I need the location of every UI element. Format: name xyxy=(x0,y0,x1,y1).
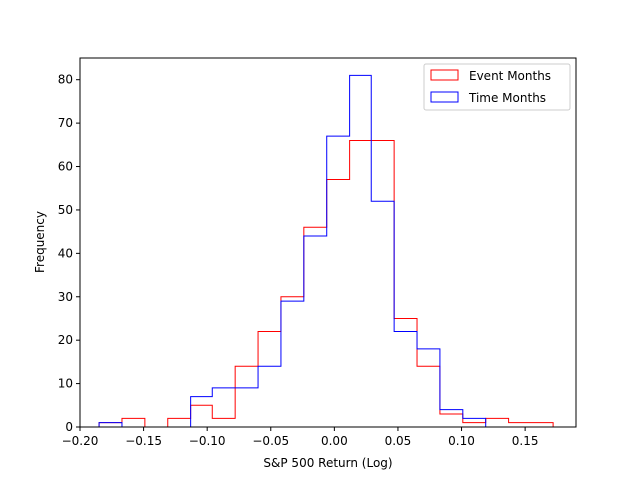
legend-label-event-months: Event Months xyxy=(469,69,551,83)
y-tick-label: 20 xyxy=(58,333,73,347)
histogram-bin xyxy=(122,418,145,427)
y-tick-label: 50 xyxy=(58,203,73,217)
histogram-bin xyxy=(304,236,327,427)
histogram-bin xyxy=(191,397,213,427)
histogram-bin xyxy=(168,418,191,427)
series-event-months xyxy=(98,139,554,428)
plot-frame xyxy=(79,57,577,428)
histogram-bin xyxy=(350,75,372,427)
histogram-bin xyxy=(509,423,531,427)
histogram-bin xyxy=(417,349,440,427)
y-axis: 0 10 20 30 40 50 60 70 80 xyxy=(58,73,80,434)
y-tick-label: 0 xyxy=(65,420,73,434)
x-tick-label: −0.15 xyxy=(125,434,162,448)
legend: Event Months Time Months xyxy=(423,63,571,111)
histogram-bin xyxy=(258,366,281,427)
series-time-months xyxy=(98,74,487,428)
y-tick-label: 40 xyxy=(58,246,73,260)
x-tick-label: 0.15 xyxy=(512,434,539,448)
histogram-bin xyxy=(440,410,463,427)
x-axis-label: S&P 500 Return (Log) xyxy=(263,456,392,470)
histogram-bin xyxy=(394,331,417,427)
histogram-bin xyxy=(530,423,553,427)
y-tick-label: 60 xyxy=(58,160,73,174)
histogram-outline xyxy=(98,139,554,428)
legend-swatch-event-months xyxy=(430,69,459,81)
histogram-bin xyxy=(486,418,509,427)
y-tick-label: 70 xyxy=(58,116,73,130)
x-tick-label: 0.10 xyxy=(448,434,475,448)
series-layer xyxy=(98,74,554,428)
histogram-bin xyxy=(463,418,486,427)
x-tick-label: 0.05 xyxy=(385,434,412,448)
x-axis: −0.20 −0.15 −0.10 −0.05 0.00 0.05 0.10 0.15 xyxy=(62,427,539,448)
y-tick-label: 10 xyxy=(58,377,73,391)
y-tick-label: 30 xyxy=(58,290,73,304)
histogram-bin xyxy=(281,301,304,427)
histogram-bin xyxy=(99,423,122,427)
x-tick-label: −0.20 xyxy=(62,434,99,448)
x-tick-label: −0.10 xyxy=(189,434,226,448)
x-tick-label: −0.05 xyxy=(252,434,289,448)
legend-label-time-months: Time Months xyxy=(468,91,546,105)
legend-box xyxy=(423,63,571,111)
legend-swatch-time-months xyxy=(430,91,459,103)
histogram-bin xyxy=(212,388,235,427)
y-tick-label: 80 xyxy=(58,73,73,87)
histogram-bin xyxy=(327,136,350,427)
y-axis-label: Frequency xyxy=(33,211,47,273)
x-tick-label: 0.00 xyxy=(321,434,348,448)
histogram-bin xyxy=(371,201,394,427)
histogram-bin xyxy=(235,388,258,427)
